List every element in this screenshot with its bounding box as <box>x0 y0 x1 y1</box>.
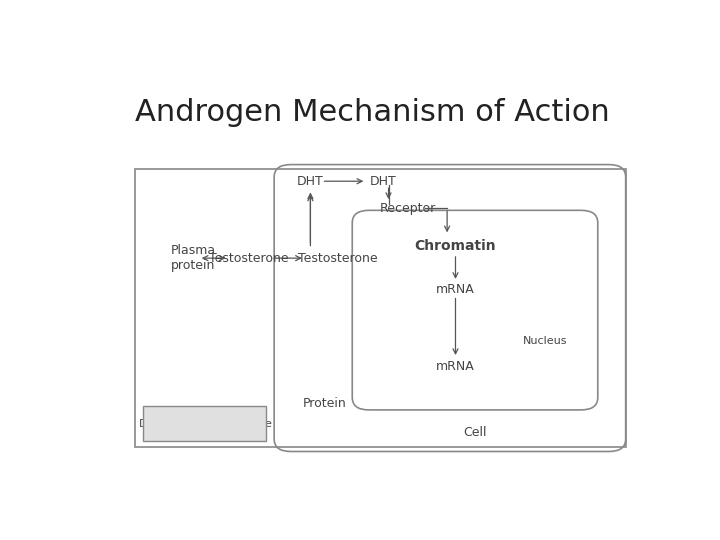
Text: mRNA: mRNA <box>436 360 475 373</box>
Text: DHT: DHT <box>138 418 162 429</box>
Text: Nucleus: Nucleus <box>523 336 567 346</box>
Text: Dihydrotestosterone: Dihydrotestosterone <box>158 418 272 429</box>
Text: mRNA: mRNA <box>436 283 475 296</box>
Text: Testosterone: Testosterone <box>299 252 378 265</box>
Text: Plasma
protein: Plasma protein <box>171 244 216 272</box>
Text: Testosterone: Testosterone <box>210 252 289 265</box>
FancyBboxPatch shape <box>143 406 266 441</box>
Text: Chromatin: Chromatin <box>415 239 496 253</box>
Text: Cell: Cell <box>463 426 487 439</box>
Text: DHT: DHT <box>297 175 324 188</box>
Text: Androgen Mechanism of Action: Androgen Mechanism of Action <box>135 98 609 127</box>
Text: DHT: DHT <box>369 175 396 188</box>
Text: Protein: Protein <box>302 397 346 410</box>
Text: Receptor: Receptor <box>380 202 436 215</box>
